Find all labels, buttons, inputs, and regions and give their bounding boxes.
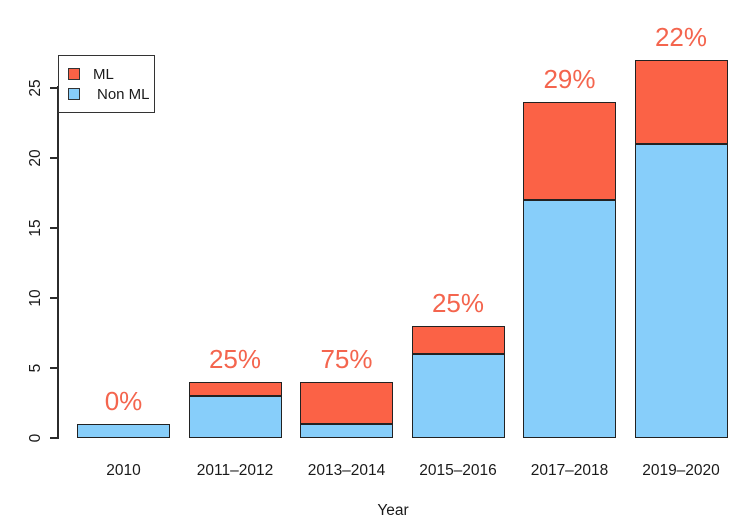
y-tick-label: 20	[27, 149, 44, 167]
bar-2010	[77, 424, 170, 438]
y-tick	[50, 157, 58, 159]
x-tick-label: 2013–2014	[307, 462, 386, 479]
y-tick	[50, 227, 58, 229]
bar-segment-non-ml	[634, 144, 728, 438]
y-axis-line	[57, 86, 59, 439]
legend-item-ml: ML	[68, 65, 154, 83]
bar-segment-non-ml	[411, 354, 505, 438]
y-tick-label: 25	[27, 79, 44, 97]
bar-segment-non-ml	[77, 424, 170, 438]
bar-segment-non-ml	[523, 200, 616, 438]
bar-percent-label: 25%	[208, 344, 262, 374]
legend: ML Non ML	[58, 55, 155, 113]
legend-label-ml: ML	[93, 65, 114, 83]
y-tick	[50, 437, 58, 439]
bar-segment-ml	[300, 382, 393, 424]
bar-percent-label: 0%	[104, 386, 143, 416]
bar-segment-ml	[188, 382, 282, 396]
y-tick-label: 0	[27, 433, 44, 443]
y-tick-label: 5	[27, 363, 44, 373]
x-axis-title: Year	[377, 502, 409, 519]
bar-2017–2018	[523, 102, 616, 438]
bar-2011–2012	[188, 382, 282, 438]
y-tick-label: 15	[27, 219, 44, 237]
bar-2013–2014	[300, 382, 393, 438]
legend-label-non-ml: Non ML	[97, 85, 150, 103]
bar-segment-non-ml	[188, 396, 282, 438]
bar-percent-label: 29%	[543, 64, 596, 94]
bar-segment-ml	[523, 102, 616, 200]
bar-percent-label: 22%	[654, 22, 708, 52]
x-tick-label: 2010	[106, 462, 141, 479]
bar-segment-non-ml	[300, 424, 393, 438]
x-tick-label: 2015–2016	[419, 462, 497, 479]
y-tick	[50, 367, 58, 369]
x-tick-label: 2017–2018	[530, 462, 609, 479]
x-tick-label: 2019–2020	[642, 462, 720, 479]
bar-2019–2020	[634, 60, 728, 438]
bar-segment-ml	[411, 326, 505, 354]
non-ml-color-swatch-icon	[68, 88, 80, 100]
bar-2015–2016	[411, 326, 505, 438]
y-tick	[50, 87, 58, 89]
y-tick	[50, 297, 58, 299]
bar-percent-label: 25%	[431, 288, 485, 318]
ml-color-swatch-icon	[68, 68, 80, 80]
y-tick-label: 10	[27, 289, 44, 307]
bar-percent-label: 75%	[320, 344, 373, 374]
legend-item-non-ml: Non ML	[68, 85, 154, 103]
x-tick-label: 2011–2012	[196, 462, 274, 479]
bar-segment-ml	[634, 60, 728, 144]
